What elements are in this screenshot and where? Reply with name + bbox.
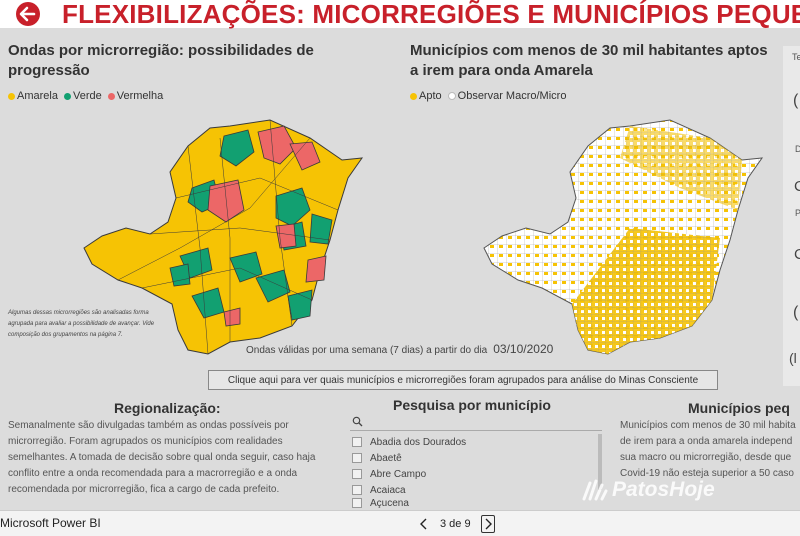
side-panel-label: Te	[792, 52, 800, 62]
checkbox[interactable]	[352, 498, 362, 508]
list-item[interactable]: Abre Campo	[352, 466, 602, 482]
legend-amarela: Amarela	[8, 90, 58, 102]
list-item[interactable]: Abaetê	[352, 450, 602, 466]
chevron-right-icon	[485, 518, 492, 530]
previous-page-button[interactable]	[418, 516, 430, 532]
chevron-left-icon	[420, 518, 427, 530]
side-panel-glyph: C	[794, 178, 800, 195]
side-panel-glyph: (	[793, 92, 799, 109]
app-name: Microsoft Power BI	[0, 516, 101, 530]
grouping-link-button[interactable]: Clique aqui para ver quais municípios e …	[208, 370, 718, 390]
side-panel-glyph: (l	[789, 350, 797, 366]
logo-icon	[582, 479, 608, 501]
list-item[interactable]: Açucena	[352, 498, 602, 508]
status-bar: Microsoft Power BI 3 de 9	[0, 510, 800, 536]
side-panel-glyph: D	[795, 144, 800, 154]
back-arrow-icon[interactable]	[10, 1, 46, 27]
legend-observar: Observar Macro/Micro	[447, 90, 566, 102]
list-item[interactable]: Abadia dos Dourados	[352, 434, 602, 450]
regionalizacao-text: Semanalmente são divulgadas também as on…	[8, 420, 316, 495]
microregion-waves-map[interactable]	[80, 118, 370, 358]
municipios-text: Municípios com menos de 30 mil habita de…	[620, 420, 796, 479]
right-map-legend: Apto Observar Macro/Micro	[410, 90, 566, 102]
side-panel-glyph: P	[795, 208, 800, 218]
side-panel-glyph: (	[793, 304, 799, 321]
checkbox[interactable]	[352, 485, 362, 495]
municipios-title: Municípios peq	[688, 400, 790, 416]
left-map-legend: Amarela Verde Vermelha	[8, 90, 163, 102]
validity-text: Ondas válidas por uma semana (7 dias) a …	[246, 342, 554, 356]
page-title: FLEXIBILIZAÇÕES: MICORREGIÕES E MUNICÍPI…	[62, 0, 800, 29]
search-icon	[352, 416, 363, 427]
regionalizacao-title: Regionalização:	[114, 400, 221, 416]
page-navigator: 3 de 9	[418, 515, 495, 533]
checkbox[interactable]	[352, 437, 362, 447]
municipality-search-input[interactable]	[350, 414, 602, 431]
next-page-button[interactable]	[480, 515, 495, 533]
side-panel-glyph: C	[794, 246, 800, 263]
list-item[interactable]: Acaiaca	[352, 482, 602, 498]
left-map-title: Ondas por microrregião: possibilidades d…	[8, 42, 314, 79]
grouping-note: Algumas dessas microrregiões são analisa…	[8, 310, 155, 338]
page-indicator: 3 de 9	[440, 518, 471, 530]
checkbox[interactable]	[352, 453, 362, 463]
patoshoje-watermark: PatosHoje	[582, 478, 715, 502]
municipalities-map[interactable]	[480, 118, 770, 358]
list-scrollbar[interactable]	[598, 434, 602, 490]
right-map-title: Municípios com menos de 30 mil habitante…	[410, 42, 768, 79]
municipality-list: Abadia dos Dourados Abaetê Abre Campo Ac…	[352, 434, 602, 508]
validity-date: 03/10/2020	[493, 342, 554, 356]
legend-apto: Apto	[410, 90, 442, 102]
checkbox[interactable]	[352, 469, 362, 479]
header-bar: FLEXIBILIZAÇÕES: MICORREGIÕES E MUNICÍPI…	[0, 0, 800, 29]
pesquisa-title: Pesquisa por município	[393, 397, 551, 413]
legend-verde: Verde	[63, 90, 102, 102]
side-panel: Te ( D C P C ( (l	[783, 46, 800, 386]
legend-vermelha: Vermelha	[107, 90, 163, 102]
